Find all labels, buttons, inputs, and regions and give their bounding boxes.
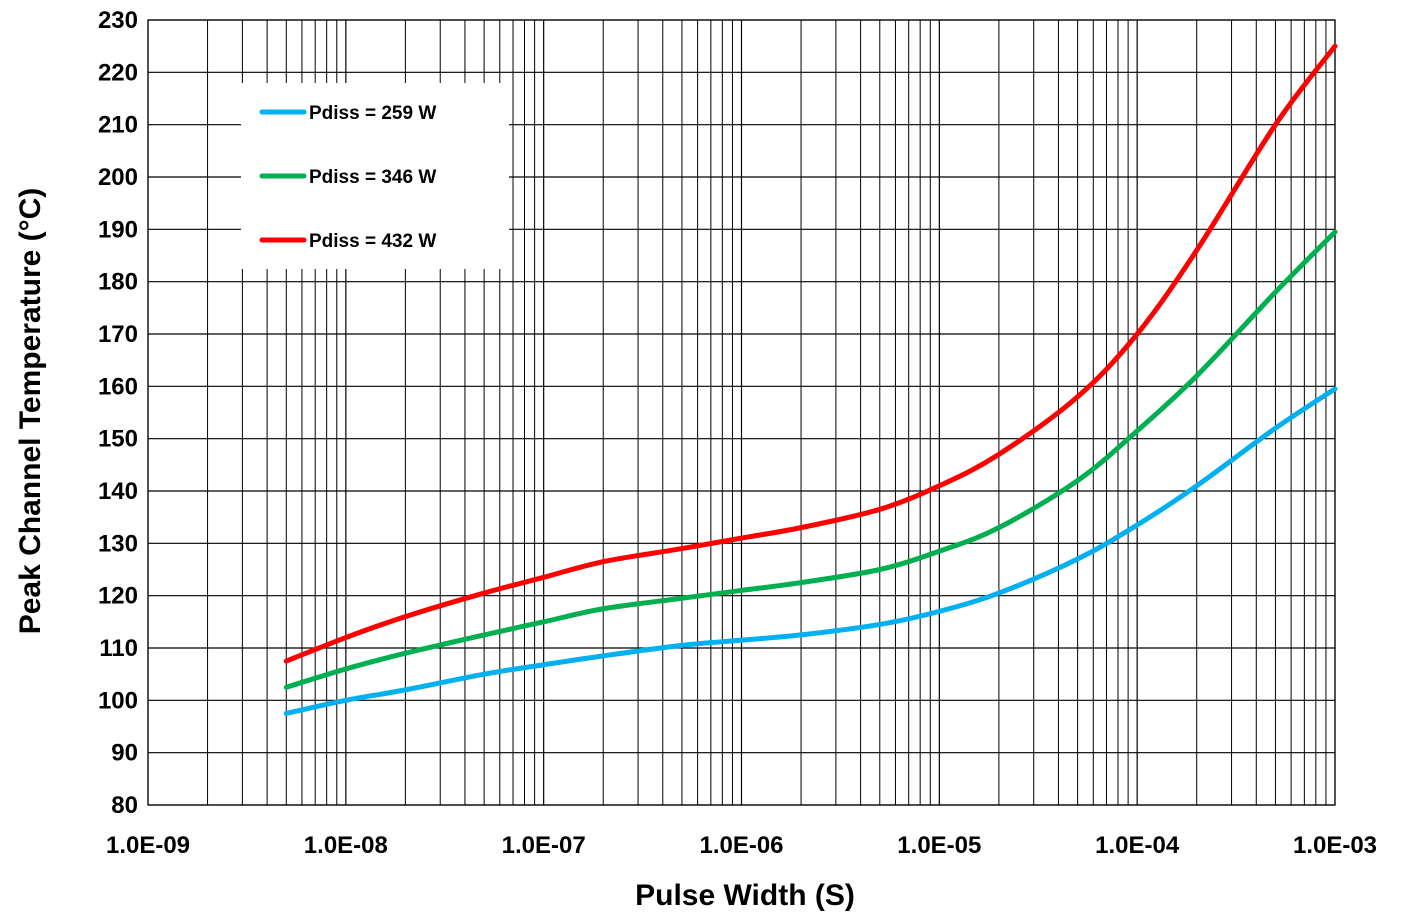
y-axis-tick-labels: 80 90 100 110 120 130 140 150 160 170 180 190 200 210… xyxy=(98,7,138,819)
y-tick-label: 210 xyxy=(98,112,138,139)
y-tick-label: 90 xyxy=(111,740,138,767)
series-line-2 xyxy=(283,229,1338,690)
series-line-3 xyxy=(283,43,1338,664)
y-axis-title: Peak Channel Temperature (°C) xyxy=(14,188,47,635)
y-tick-label: 170 xyxy=(98,321,138,348)
y-tick-label: 230 xyxy=(98,7,138,34)
x-tick-label: 1.0E-03 xyxy=(1293,832,1377,859)
x-tick-label: 1.0E-08 xyxy=(304,832,388,859)
x-axis-title: Pulse Width (S) xyxy=(635,879,855,912)
y-tick-label: 100 xyxy=(98,687,138,714)
x-tick-label: 1.0E-09 xyxy=(106,832,190,859)
legend: Pdiss = 259 W Pdiss = 346 W Pdiss = 432 W xyxy=(241,83,509,269)
x-tick-label: 1.0E-06 xyxy=(699,832,783,859)
y-tick-label: 150 xyxy=(98,426,138,453)
x-tick-label: 1.0E-04 xyxy=(1095,832,1180,859)
y-tick-label: 220 xyxy=(98,59,138,86)
y-tick-label: 130 xyxy=(98,530,138,557)
legend-label-1: Pdiss = 259 W xyxy=(309,103,436,124)
y-tick-label: 80 xyxy=(111,792,138,819)
legend-label-3: Pdiss = 432 W xyxy=(309,231,436,252)
series-line-1 xyxy=(283,386,1338,716)
y-tick-label: 110 xyxy=(99,635,138,662)
plot-area-frame xyxy=(147,19,1336,806)
y-tick-label: 180 xyxy=(98,269,138,296)
y-tick-label: 190 xyxy=(98,216,138,243)
y-tick-label: 120 xyxy=(98,583,138,610)
x-tick-label: 1.0E-07 xyxy=(502,832,586,859)
series-lines xyxy=(283,43,1338,716)
x-axis-tick-labels: 1.0E-09 1.0E-08 1.0E-07 1.0E-06 1.0E-05 1.0E-… xyxy=(106,832,1377,859)
y-tick-label: 200 xyxy=(98,164,138,191)
y-tick-label: 160 xyxy=(98,373,138,400)
legend-label-2: Pdiss = 346 W xyxy=(309,167,436,188)
y-tick-label: 140 xyxy=(98,478,138,505)
x-tick-label: 1.0E-05 xyxy=(897,832,981,859)
